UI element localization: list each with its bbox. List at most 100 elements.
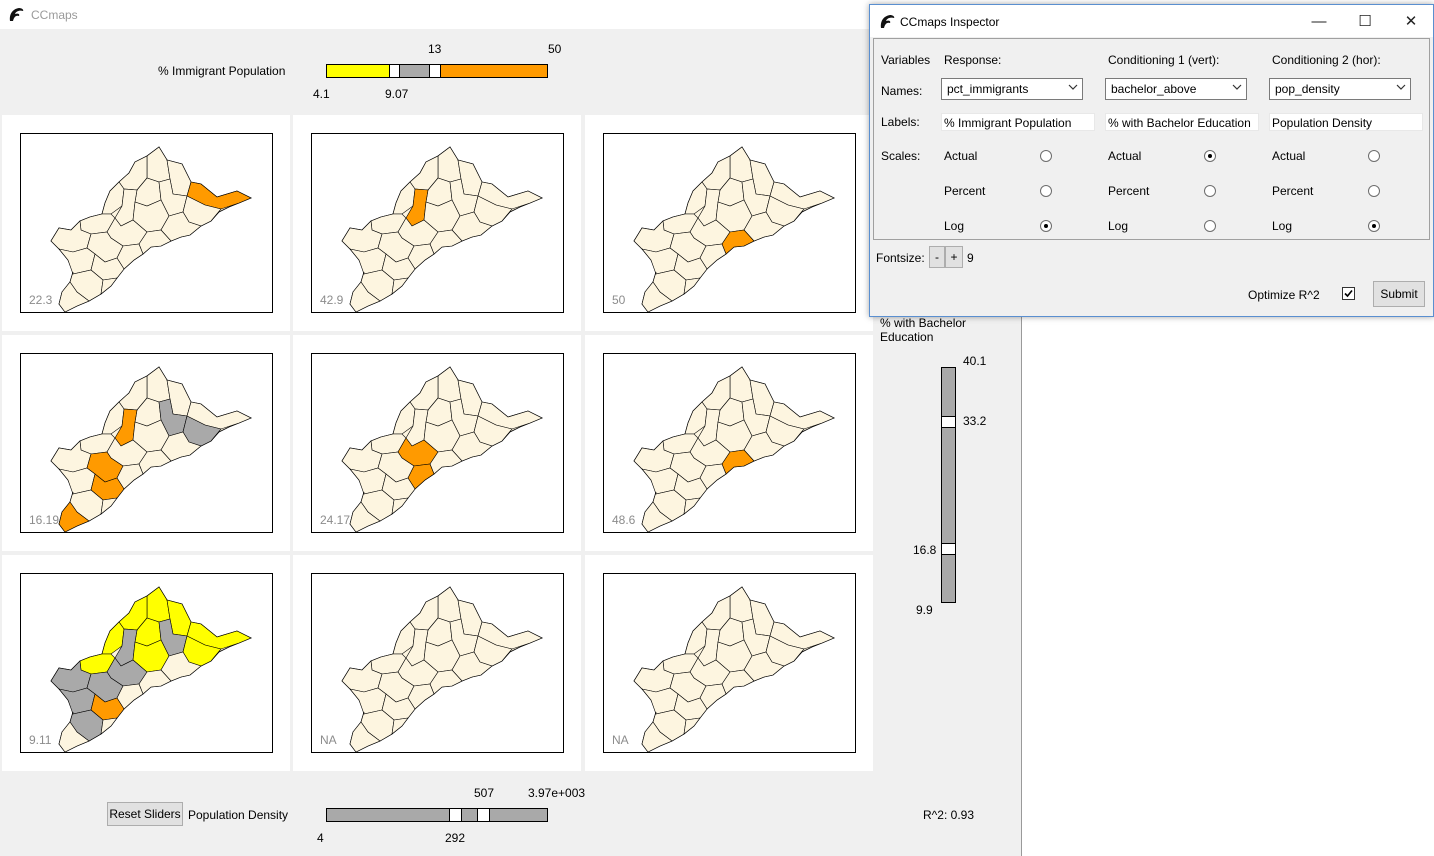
- choropleth-map: [341, 586, 543, 752]
- county-tip-b[interactable]: [100, 717, 118, 735]
- reset-sliders-button[interactable]: Reset Sliders: [107, 802, 183, 826]
- cond2-scale-percent-label: Percent: [1272, 184, 1314, 198]
- map-panel: NA: [585, 555, 873, 771]
- response-name-select[interactable]: pct_immigrants: [941, 78, 1083, 100]
- horizontal-lower-handle[interactable]: [449, 808, 462, 822]
- optimize-r2-checkbox[interactable]: [1342, 287, 1355, 300]
- county-tip-b[interactable]: [683, 717, 701, 735]
- county-tip-b[interactable]: [391, 277, 409, 295]
- vertical-tick-upper: 33.2: [963, 414, 987, 428]
- cond1-scale-percent-radio[interactable]: [1204, 185, 1216, 197]
- cond1-name-value: bachelor_above: [1111, 82, 1197, 96]
- cond2-label-input[interactable]: Population Density: [1269, 113, 1423, 131]
- cond1-name-select[interactable]: bachelor_above: [1105, 78, 1247, 100]
- horizontal-tick-upper: 507: [474, 786, 495, 800]
- close-icon[interactable]: ✕: [1404, 13, 1418, 30]
- cond2-name-select[interactable]: pop_density: [1269, 78, 1411, 100]
- county-north-west[interactable]: [437, 586, 462, 623]
- map-panel: 22.3: [2, 115, 290, 331]
- chevron-down-icon: [1068, 84, 1078, 90]
- response-scale-percent-radio[interactable]: [1040, 185, 1052, 197]
- cond1-scale-actual-radio[interactable]: [1204, 150, 1216, 162]
- r-squared-readout: R^2: 0.93: [923, 808, 974, 822]
- response-tick-low: 4.1: [313, 87, 330, 101]
- app-logo-icon: [880, 15, 895, 28]
- county-north-west[interactable]: [437, 366, 462, 403]
- county-tip-c[interactable]: [58, 501, 90, 532]
- response-low-segment: [326, 64, 390, 78]
- inspector-titlebar: CCmaps Inspector — ☐ ✕: [870, 5, 1433, 37]
- county-north-west[interactable]: [146, 366, 171, 403]
- response-tick-high: 50: [548, 42, 562, 56]
- county-tip-c[interactable]: [349, 501, 381, 532]
- cond2-scale-actual-radio[interactable]: [1368, 150, 1380, 162]
- county-tip-c[interactable]: [58, 281, 90, 312]
- response-tick-mid-high: 13: [428, 42, 442, 56]
- response-tick-mid-low: 9.07: [385, 87, 409, 101]
- inspector-title: CCmaps Inspector: [900, 15, 1000, 29]
- county-tip-c[interactable]: [349, 281, 381, 312]
- county-tip-b[interactable]: [100, 277, 118, 295]
- response-scale-percent-label: Percent: [944, 184, 986, 198]
- fontsize-increase-button[interactable]: +: [945, 246, 963, 268]
- county-tip-b[interactable]: [391, 717, 409, 735]
- response-mid-segment: [399, 64, 430, 78]
- horizontal-upper-handle[interactable]: [477, 808, 490, 822]
- county-tip-b[interactable]: [683, 277, 701, 295]
- county-tip-c[interactable]: [58, 721, 90, 752]
- map-panel: NA: [293, 555, 581, 771]
- cond2-scale-actual-label: Actual: [1272, 149, 1306, 163]
- checkmark-icon: [1344, 289, 1353, 298]
- fontsize-decrease-button[interactable]: -: [929, 246, 945, 268]
- cond1-label-input[interactable]: % with Bachelor Education: [1105, 113, 1259, 131]
- map-frame: NA: [603, 573, 856, 753]
- response-name-value: pct_immigrants: [947, 82, 1029, 96]
- vertical-upper-handle[interactable]: [941, 416, 956, 428]
- maximize-icon[interactable]: ☐: [1358, 13, 1372, 30]
- cond2-name-value: pop_density: [1275, 82, 1340, 96]
- optimize-r2-label: Optimize R^2: [1248, 288, 1320, 302]
- county-north-west[interactable]: [729, 366, 754, 403]
- vertical-slider-track[interactable]: [941, 367, 956, 603]
- county-tip-b[interactable]: [391, 497, 409, 515]
- choropleth-map: [50, 146, 252, 312]
- county-tip-c[interactable]: [641, 281, 673, 312]
- panel-value-label: 16.19: [29, 513, 60, 527]
- horizontal-slider-label: Population Density: [188, 808, 289, 822]
- county-tip-b[interactable]: [683, 497, 701, 515]
- vertical-tick-top: 40.1: [963, 354, 987, 368]
- county-tip-c[interactable]: [641, 721, 673, 752]
- minimize-icon[interactable]: —: [1311, 13, 1327, 30]
- county-north-west[interactable]: [437, 146, 462, 183]
- submit-button[interactable]: Submit: [1373, 281, 1425, 307]
- map-frame: 16.19: [20, 353, 273, 533]
- panel-value-label: NA: [612, 733, 629, 747]
- vertical-tick-lower: 16.8: [913, 543, 937, 557]
- chevron-down-icon: [1396, 84, 1406, 90]
- response-scale-log-radio[interactable]: [1040, 220, 1052, 232]
- cond1-scale-log-radio[interactable]: [1204, 220, 1216, 232]
- chevron-down-icon: [1232, 84, 1242, 90]
- app-logo-icon: [9, 8, 24, 21]
- county-tip-c[interactable]: [641, 501, 673, 532]
- response-scale-actual-radio[interactable]: [1040, 150, 1052, 162]
- vertical-lower-handle[interactable]: [941, 543, 956, 555]
- cond2-scale-log-radio[interactable]: [1368, 220, 1380, 232]
- county-north-west[interactable]: [729, 146, 754, 183]
- panel-value-label: 42.9: [320, 293, 344, 307]
- map-panel: 42.9: [293, 115, 581, 331]
- map-frame: 22.3: [20, 133, 273, 313]
- map-panel: 48.6: [585, 335, 873, 551]
- variables-grid: Variables Response: Conditioning 1 (vert…: [873, 38, 1430, 240]
- county-tip-b[interactable]: [100, 497, 118, 515]
- response-header: Response:: [944, 53, 1002, 67]
- county-north-west[interactable]: [146, 586, 171, 623]
- horizontal-slider-track[interactable]: [326, 808, 548, 822]
- map-frame: 48.6: [603, 353, 856, 533]
- county-tip-c[interactable]: [349, 721, 381, 752]
- response-label-input[interactable]: % Immigrant Population: [941, 113, 1095, 131]
- cond2-scale-percent-radio[interactable]: [1368, 185, 1380, 197]
- county-north-west[interactable]: [146, 146, 171, 183]
- choropleth-map: [633, 586, 835, 752]
- county-north-west[interactable]: [729, 586, 754, 623]
